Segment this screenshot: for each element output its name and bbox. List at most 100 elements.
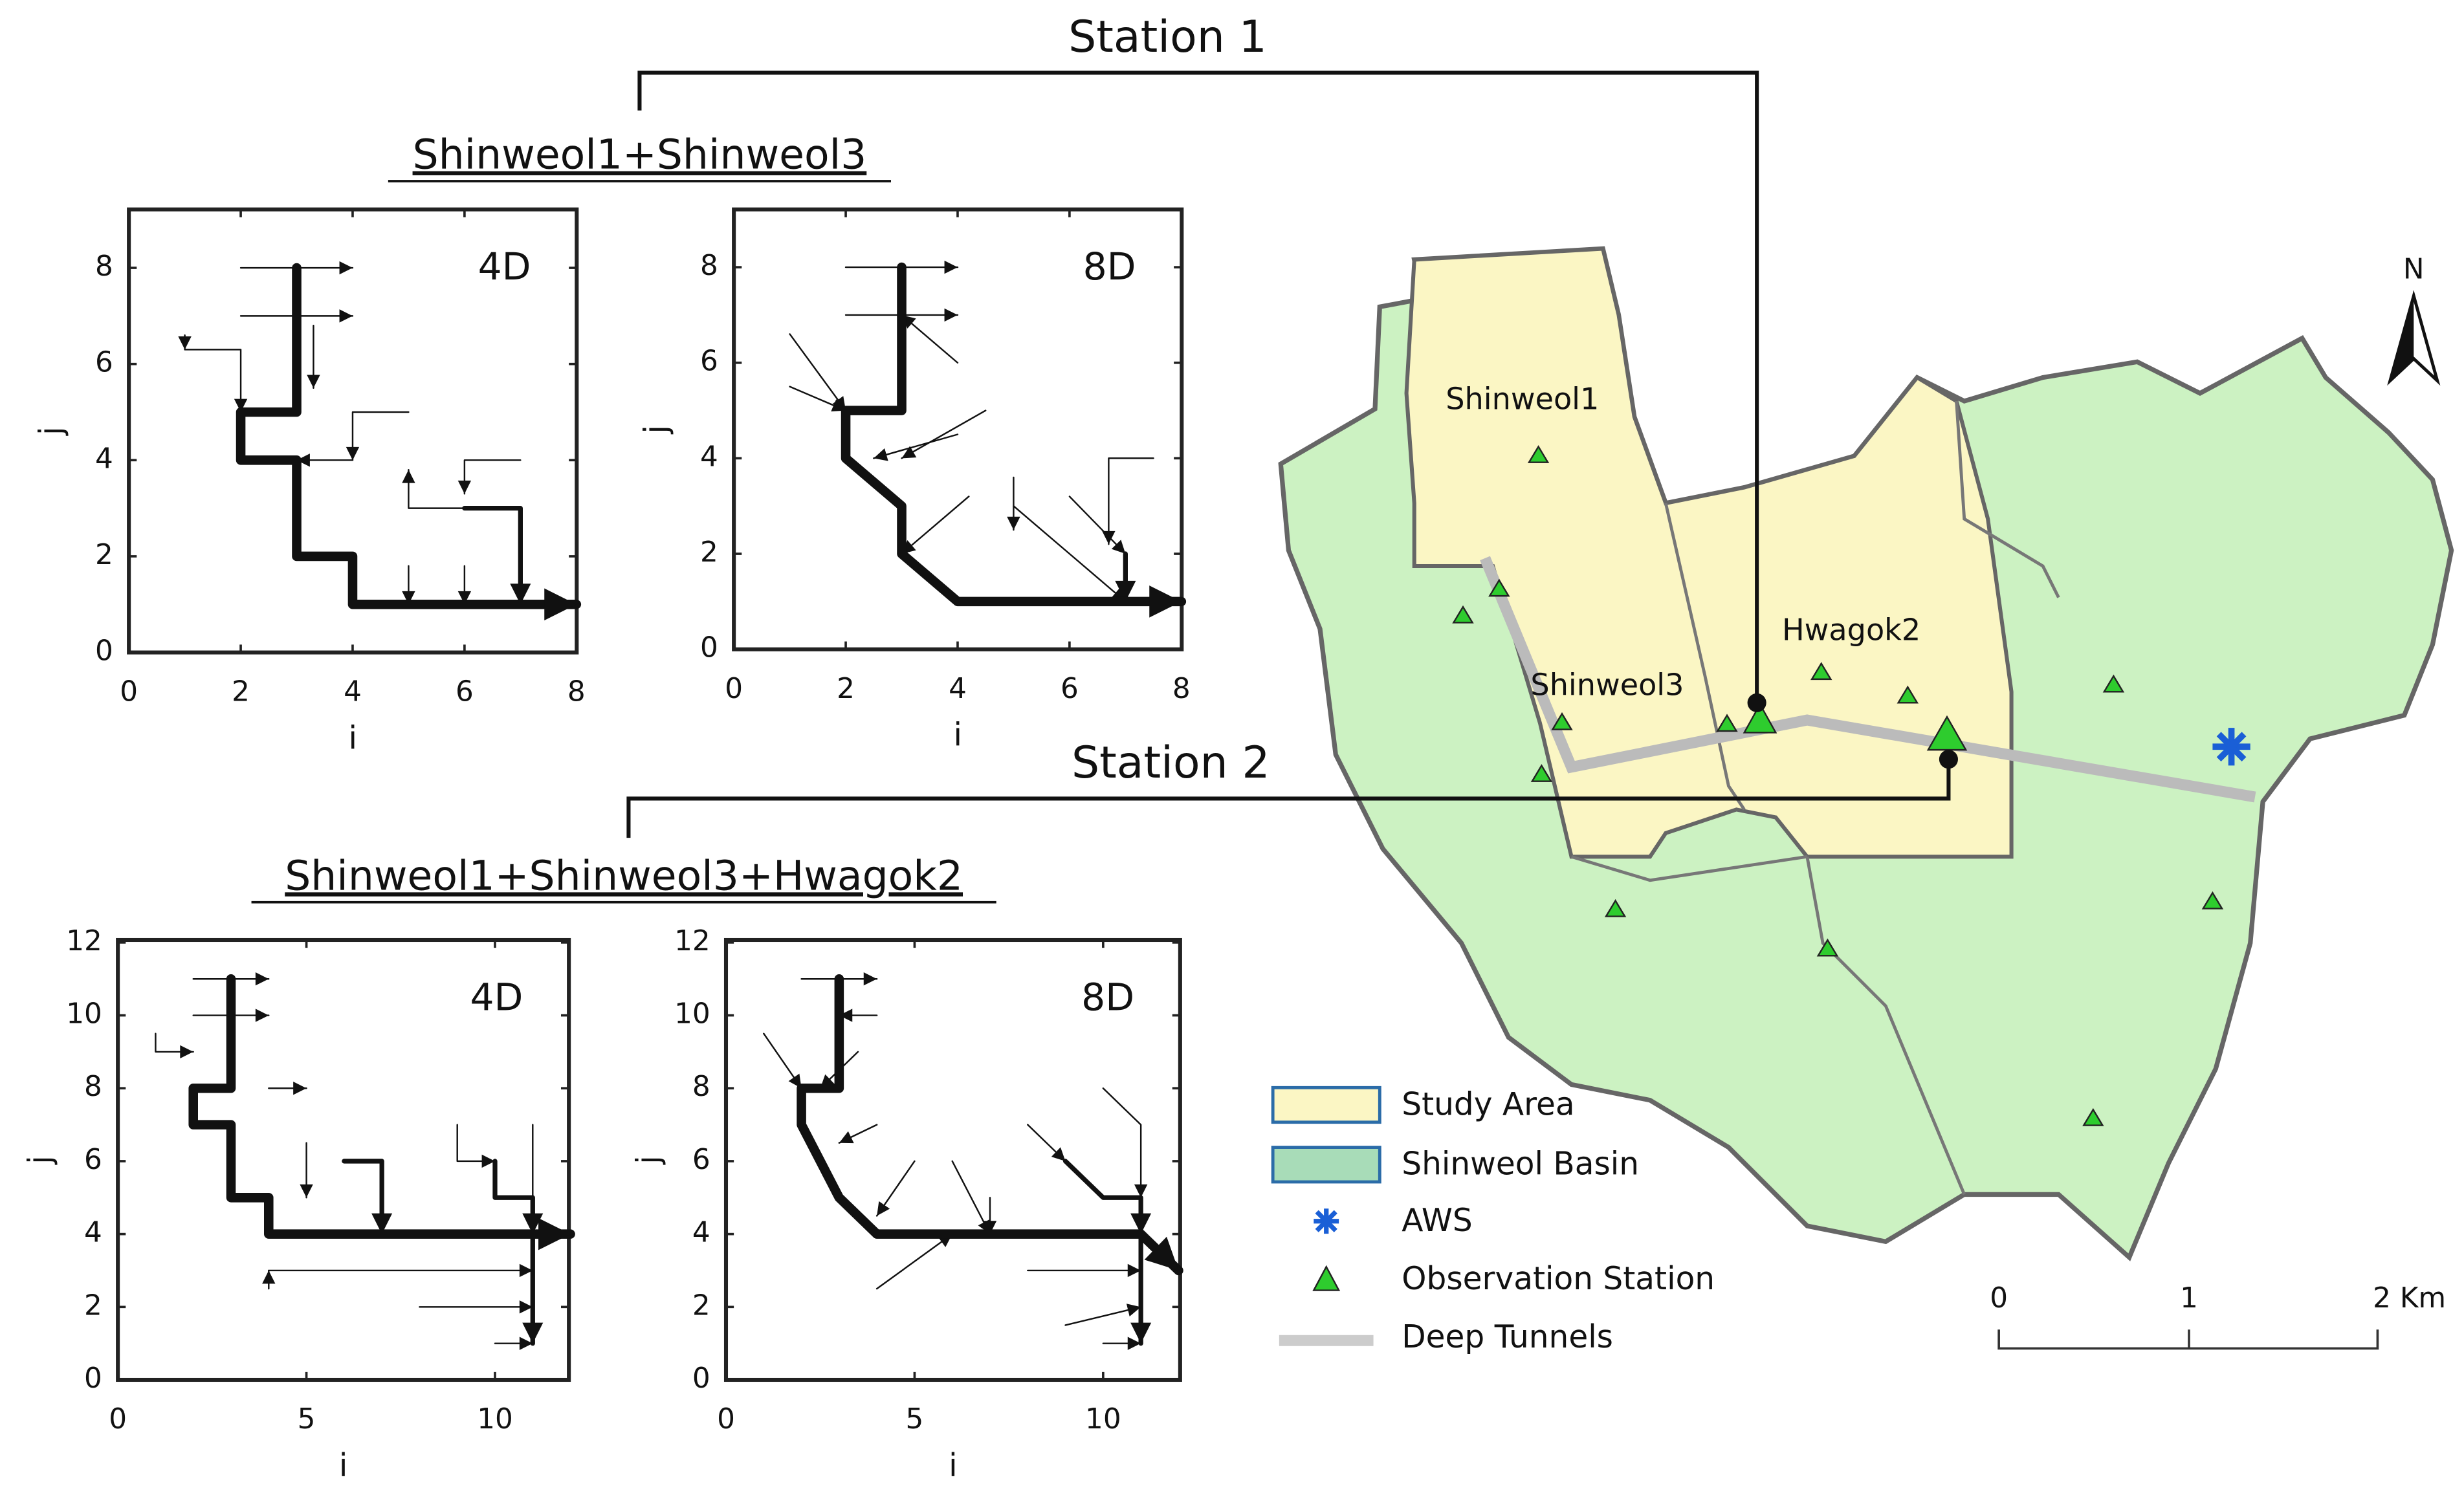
y-axis-label: j	[639, 425, 675, 435]
x-tick-label: 10	[1085, 1402, 1121, 1435]
stations	[1452, 445, 2224, 1126]
flow-path	[789, 333, 847, 411]
boundary	[1955, 400, 2060, 598]
legend-swatch	[1271, 1086, 1381, 1124]
arrow-head	[1149, 585, 1182, 618]
arrow-head	[293, 1082, 307, 1095]
x-tick-label: 5	[906, 1402, 924, 1435]
x-axis-label: i	[339, 1448, 348, 1484]
scale-label: 1	[2180, 1282, 2198, 1315]
y-tick-label: 4	[700, 440, 718, 473]
aws	[2212, 728, 2250, 766]
station	[1452, 605, 1474, 624]
flow-path	[188, 974, 575, 1239]
y-tick-label: 6	[700, 345, 718, 378]
y-tick-label: 8	[692, 1070, 710, 1103]
x-axis-label: i	[949, 1448, 958, 1484]
y-tick-label: 0	[692, 1362, 710, 1395]
y-tick-label: 0	[700, 631, 718, 664]
arrow-head	[1144, 1236, 1179, 1271]
x-tick-label: 5	[298, 1402, 316, 1435]
arrow-head	[944, 260, 958, 274]
legend-swatch	[1314, 1208, 1339, 1234]
arrow-head	[1115, 580, 1136, 602]
legend-label: Observation Station	[1402, 1261, 1715, 1297]
connector-dot	[1939, 750, 1958, 769]
arrow-head	[1102, 530, 1116, 545]
group-title: Shinweol1+Shinweol3+Hwagok2	[285, 851, 963, 899]
y-tick-label: 10	[66, 998, 102, 1031]
arrow-head	[1127, 1263, 1141, 1278]
arrow-head	[983, 1221, 997, 1234]
x-tick-label: 6	[456, 675, 474, 708]
subplot: 0 5 10 0 2 4 6 8 10 12 i j 4D	[23, 924, 575, 1484]
flow-path	[462, 505, 523, 607]
flow-path	[873, 433, 959, 459]
panel-label: 4D	[470, 975, 523, 1019]
legend-label: Shinweol Basin	[1402, 1146, 1639, 1183]
arrow-head	[1134, 1184, 1148, 1198]
north-arrow	[2390, 296, 2414, 381]
subplot: 0 5 10 0 2 4 6 8 10 12 i j 8D	[630, 924, 1183, 1484]
arrow-head	[510, 584, 531, 605]
flow-path	[901, 496, 970, 555]
arrow-head	[877, 1201, 890, 1216]
connector-dot	[1747, 693, 1766, 712]
map-label: Shinweol3	[1530, 668, 1684, 703]
arrow-head	[519, 1300, 533, 1314]
y-tick-label: 2	[692, 1289, 710, 1322]
arrow-head	[1127, 1337, 1141, 1350]
x-tick-label: 4	[344, 675, 362, 708]
y-tick-label: 2	[95, 538, 113, 571]
legend-label: AWS	[1402, 1203, 1472, 1239]
arrow-head	[1007, 516, 1020, 530]
arrow-head	[839, 1131, 854, 1144]
x-tick-label: 0	[717, 1402, 735, 1435]
subplot: 0 2 4 6 8 0 2 4 6 8 i j 8D	[639, 207, 1191, 754]
legend-label: Study Area	[1402, 1086, 1574, 1122]
arrow-head	[863, 972, 877, 986]
station	[1488, 578, 1510, 597]
x-axis-label: i	[348, 721, 357, 757]
y-tick-label: 10	[674, 998, 710, 1031]
flow-path	[1108, 457, 1154, 545]
y-tick-label: 2	[84, 1289, 102, 1322]
y-tick-label: 6	[84, 1143, 102, 1176]
y-tick-label: 8	[700, 249, 718, 282]
station	[1743, 703, 1777, 734]
arrow-head	[300, 1184, 313, 1198]
arrow-head	[522, 1213, 544, 1234]
x-tick-label: 6	[1061, 672, 1079, 705]
study-area	[1404, 246, 2014, 859]
y-axis-label: j	[630, 1155, 666, 1165]
arrow-head	[457, 591, 472, 605]
y-tick-label: 0	[95, 635, 113, 668]
arrow-head	[874, 448, 888, 461]
flow-path	[951, 1160, 991, 1235]
x-tick-label: 8	[567, 675, 586, 708]
flow-path	[901, 409, 987, 459]
x-tick-label: 0	[120, 675, 138, 708]
scale-label: 2 Km	[2373, 1282, 2446, 1315]
deep-tunnel	[1480, 556, 2256, 803]
flow-path	[351, 411, 410, 461]
map: Shinweol1 Shinweol3 Hwagok2 N Study Area…	[1271, 246, 2454, 1355]
map-label: Hwagok2	[1782, 613, 1920, 648]
station-label: Station 2	[1072, 737, 1270, 789]
y-tick-label: 8	[95, 250, 113, 283]
arrow-head	[402, 470, 415, 483]
plot-frame	[723, 937, 1182, 1382]
station	[1810, 662, 1832, 681]
y-tick-label: 6	[692, 1143, 710, 1176]
panel-label: 8D	[1083, 245, 1136, 289]
arrow-head	[339, 261, 353, 275]
y-tick-label: 4	[692, 1216, 710, 1249]
x-tick-label: 0	[725, 672, 743, 705]
arrow-head	[296, 453, 310, 467]
subplot: 0 2 4 6 8 0 2 4 6 8 i j 4D	[34, 207, 586, 757]
connectors	[626, 71, 1951, 838]
x-tick-label: 2	[232, 675, 250, 708]
arrow-head	[944, 308, 958, 322]
arrow-head	[180, 1045, 193, 1059]
x-axis-label: i	[953, 717, 962, 754]
